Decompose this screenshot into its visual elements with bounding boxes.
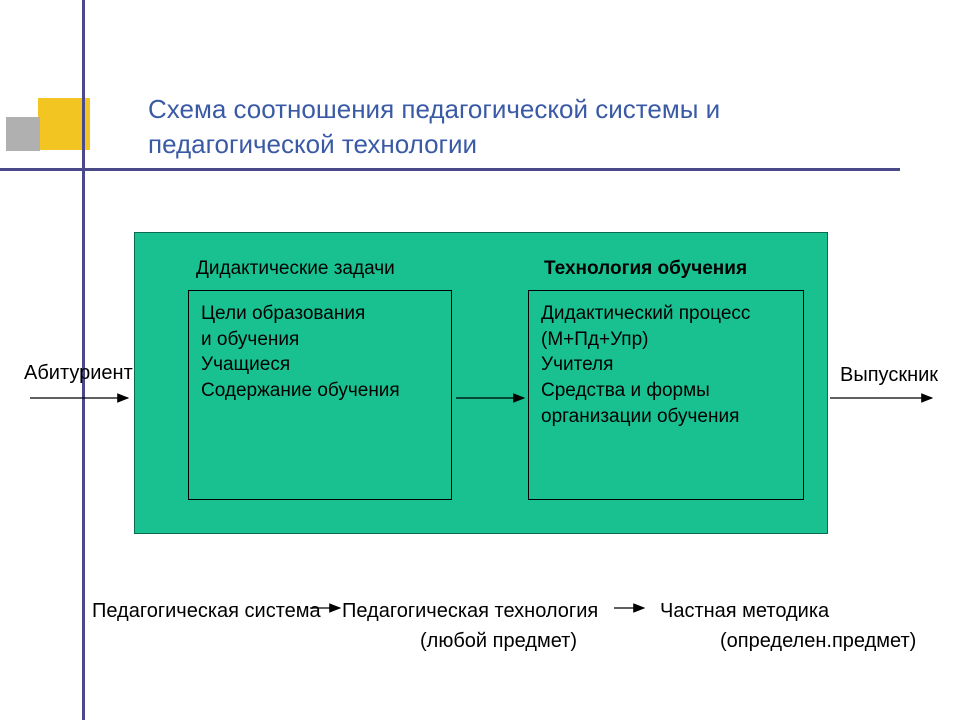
left-box-heading: Дидактические задачи <box>196 258 395 280</box>
diagram-title: Схема соотношения педагогической системы… <box>148 92 888 162</box>
bottom-item3: Частная методика <box>660 598 829 624</box>
left-inner-box: Цели образования и обучения Учащиеся Сод… <box>188 290 452 500</box>
deco-grey-square <box>6 117 40 151</box>
diagram-canvas: Схема соотношения педагогической системы… <box>0 0 960 720</box>
right-line2: (М+Пд+Упр) <box>541 327 791 353</box>
right-inner-box: Дидактический процесс (М+Пд+Упр) Учителя… <box>528 290 804 500</box>
left-line2: и обучения <box>201 327 439 353</box>
left-line1: Цели образования <box>201 301 439 327</box>
right-box-heading: Технология обучения <box>544 258 747 280</box>
bottom-sub3: (определен.предмет) <box>720 628 916 654</box>
right-line4: Учителя <box>541 352 791 378</box>
left-line4: Учащиеся <box>201 352 439 378</box>
right-line6: Средства и формы <box>541 378 791 404</box>
left-line6: Содержание обучения <box>201 378 439 404</box>
entrant-label: Абитуриент <box>24 360 133 386</box>
graduate-label: Выпускник <box>840 362 938 388</box>
right-line1: Дидактический процесс <box>541 301 791 327</box>
bottom-sub2: (любой предмет) <box>420 628 577 654</box>
right-line7: организации обучения <box>541 404 791 430</box>
deco-horizontal-line <box>0 168 900 171</box>
bottom-item2: Педагогическая технология <box>342 598 598 624</box>
bottom-item1: Педагогическая система <box>92 598 321 624</box>
